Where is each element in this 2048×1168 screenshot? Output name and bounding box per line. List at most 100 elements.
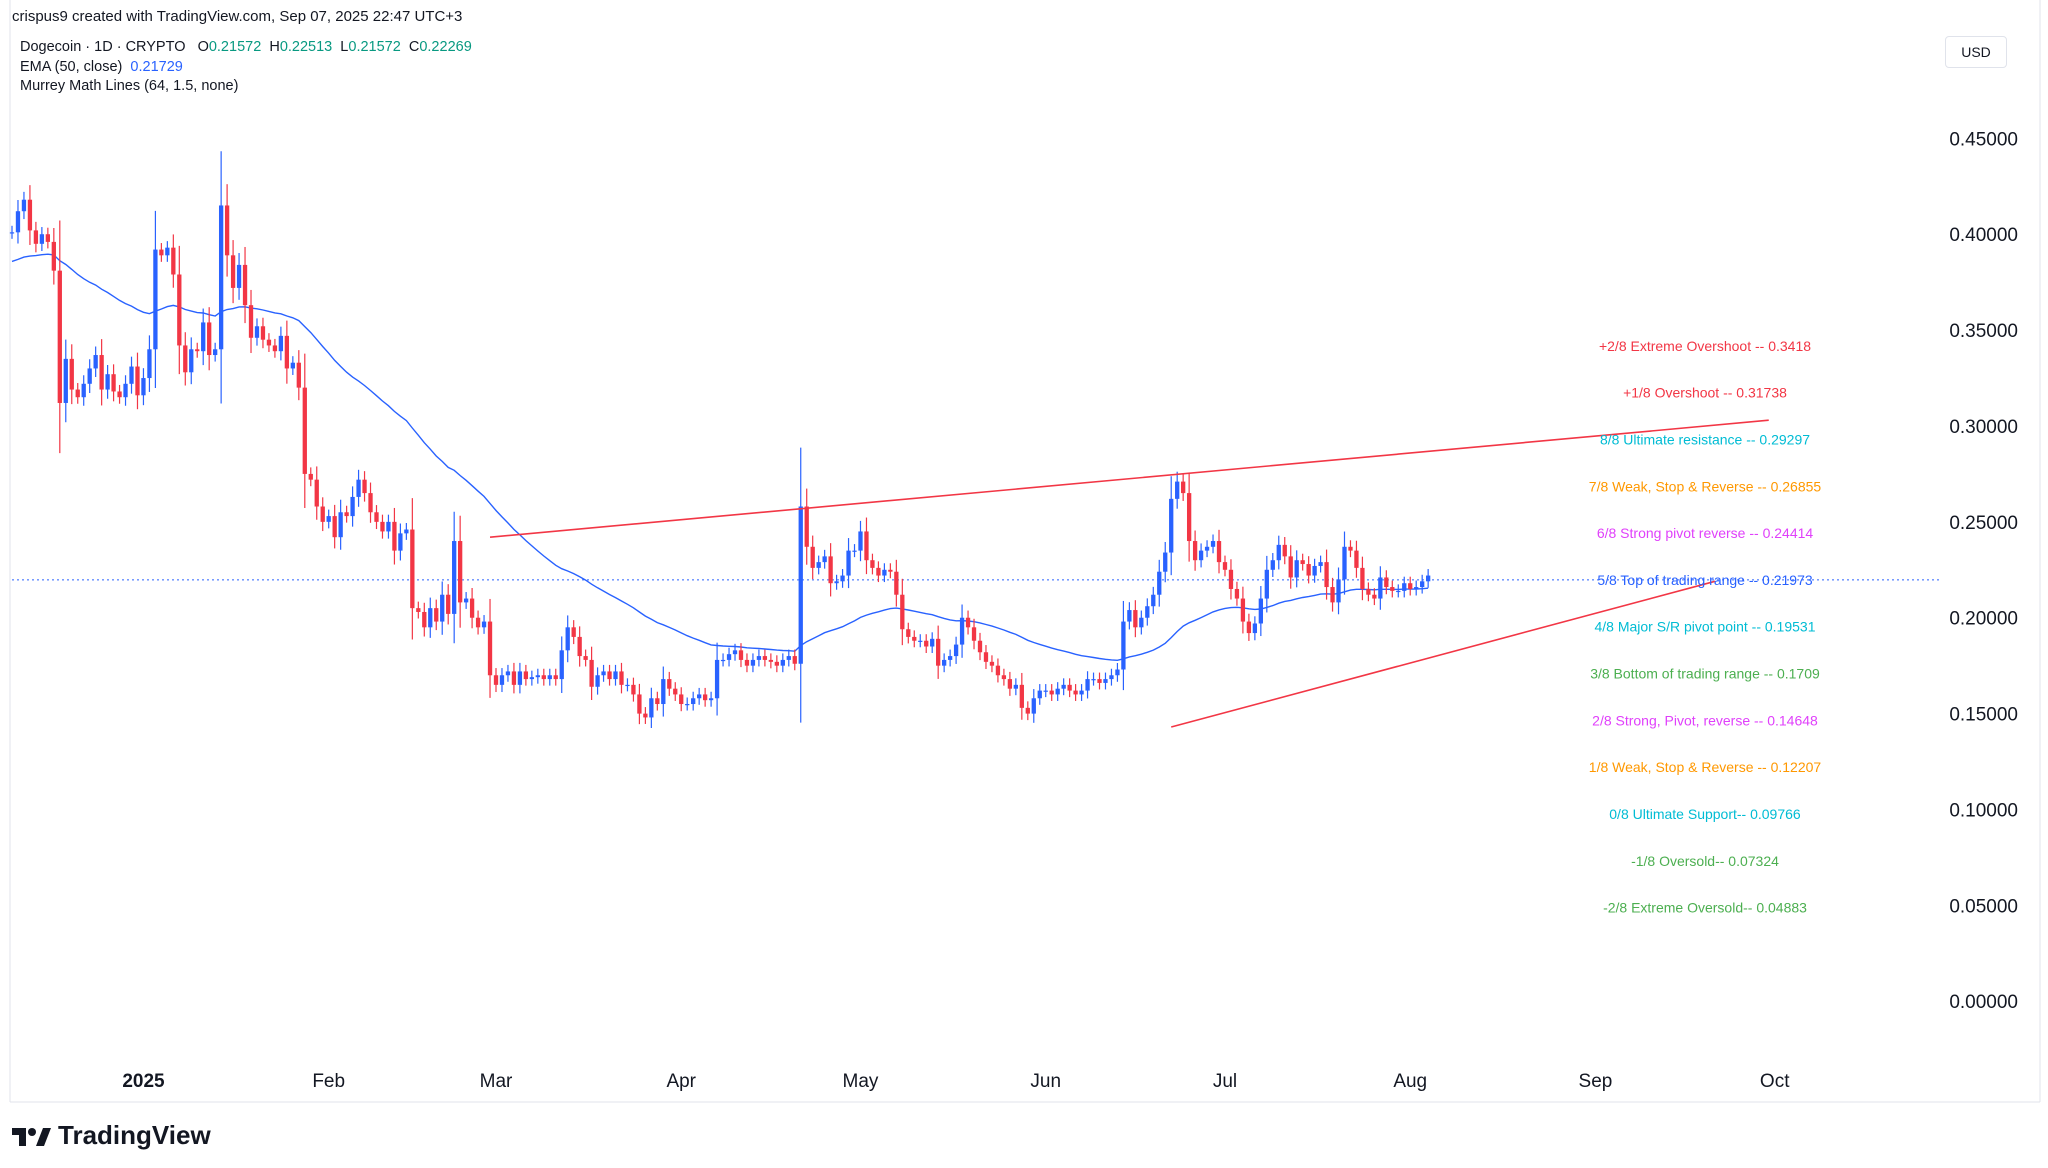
candle-body <box>452 541 457 614</box>
candle-body <box>51 241 56 271</box>
candle-body <box>732 650 738 655</box>
ema-row[interactable]: EMA (50, close) 0.21729 <box>20 58 472 78</box>
candle-body <box>1079 690 1084 695</box>
candle-body <box>1133 610 1138 628</box>
candle-body <box>171 247 176 275</box>
time-axis: 2025 Feb Mar Apr May Jun Jul Aug Sep Oct <box>122 1071 1790 1092</box>
candle-body <box>63 358 68 403</box>
candle-body <box>1396 590 1401 593</box>
currency-button[interactable]: USD <box>1945 36 2007 68</box>
candle-body <box>1109 675 1114 680</box>
symbol-name[interactable]: Dogecoin · 1D · CRYPTO <box>20 39 186 55</box>
candle-body <box>661 679 666 705</box>
candle-body <box>1318 562 1323 566</box>
ema-label: EMA (50, close) <box>20 58 123 75</box>
trendline <box>1171 580 1716 728</box>
candle-body <box>404 529 409 534</box>
candle-body <box>1037 690 1042 699</box>
candle-body <box>541 675 546 680</box>
candle-body <box>983 652 989 662</box>
candle-body <box>637 694 642 714</box>
candle-body <box>1186 493 1192 542</box>
candle-body <box>499 675 505 685</box>
murrey-label: Murrey Math Lines (64, 1.5, none) <box>20 78 239 94</box>
candle-body <box>1163 552 1168 572</box>
candle-body <box>1049 690 1054 695</box>
tradingview-logo-icon <box>12 1127 51 1146</box>
murrey-level-label: +2/8 Extreme Overshoot -- 0.3418 <box>1599 338 1811 354</box>
candle-body <box>595 675 600 687</box>
candle-body <box>446 594 451 614</box>
candle-body <box>989 661 995 666</box>
candle-body <box>344 512 349 517</box>
murrey-row[interactable]: Murrey Math Lines (64, 1.5, none) <box>20 77 472 97</box>
candle-body <box>1067 684 1072 691</box>
candle-body <box>714 659 720 699</box>
candle-body <box>1312 565 1317 576</box>
candle-body <box>768 659 774 662</box>
candle-body <box>254 326 260 338</box>
candle-body <box>1425 575 1431 582</box>
ema-line <box>11 253 1429 662</box>
time-tick-label: Sep <box>1579 1071 1613 1092</box>
candle-body <box>1001 675 1007 680</box>
candle-body <box>410 529 415 609</box>
candle-body <box>493 675 499 685</box>
candle-body <box>1252 623 1258 634</box>
candle-body <box>111 374 116 392</box>
time-tick-label: May <box>843 1071 879 1092</box>
candle-body <box>738 650 744 660</box>
candle-body <box>1157 571 1162 595</box>
candle-body <box>1342 546 1347 580</box>
candle-body <box>846 550 851 576</box>
candle-body <box>864 531 869 561</box>
candle-body <box>296 362 301 388</box>
candle-body <box>1282 544 1287 557</box>
candle-body <box>1408 583 1413 589</box>
candle-body <box>242 264 248 306</box>
tradingview-logo-text: TradingView <box>58 1120 211 1150</box>
candle-body <box>45 234 51 242</box>
candle-body <box>625 684 630 687</box>
candle-body <box>1175 481 1180 499</box>
candle-body <box>1372 594 1377 599</box>
candle-body <box>631 684 636 695</box>
candle-body <box>894 571 899 595</box>
candle-body <box>1007 679 1013 689</box>
price-tick-label: 0.35000 <box>1949 321 2018 342</box>
close-label: C <box>408 39 420 55</box>
trendline <box>489 419 1769 538</box>
candle-body <box>1145 606 1150 618</box>
candle-body <box>1013 684 1019 689</box>
murrey-level-label: -1/8 Oversold-- 0.07324 <box>1631 853 1779 869</box>
candle-body <box>852 550 857 552</box>
candle-body <box>326 516 331 522</box>
candle-body <box>338 512 343 538</box>
time-tick-label: Mar <box>480 1071 513 1092</box>
candle-body <box>69 358 74 390</box>
candle-body <box>1192 541 1198 561</box>
attribution-text: crispus9 created with TradingView.com, S… <box>12 8 463 25</box>
candle-body <box>583 656 588 660</box>
candle-body <box>177 274 182 346</box>
candle-body <box>720 659 726 662</box>
candle-body <box>589 659 594 687</box>
time-tick-label: Feb <box>312 1071 345 1092</box>
candle-body <box>1085 679 1090 691</box>
candle-body <box>1336 579 1341 603</box>
candle-body <box>744 659 750 666</box>
candle-body <box>386 521 391 532</box>
candle-body <box>995 665 1001 676</box>
symbol-row: Dogecoin · 1D · CRYPTO O0.21572 H0.22513… <box>20 38 472 58</box>
candle-body <box>195 349 200 352</box>
candle-body <box>21 199 27 212</box>
candle-body <box>284 335 290 369</box>
time-tick-label: Jul <box>1213 1071 1237 1092</box>
candle-body <box>1414 587 1419 589</box>
candle-body <box>398 533 403 551</box>
candle-body <box>141 378 146 396</box>
tradingview-logo[interactable]: TradingView <box>12 1120 211 1151</box>
candle-body <box>870 560 875 568</box>
candle-body <box>1121 621 1126 670</box>
